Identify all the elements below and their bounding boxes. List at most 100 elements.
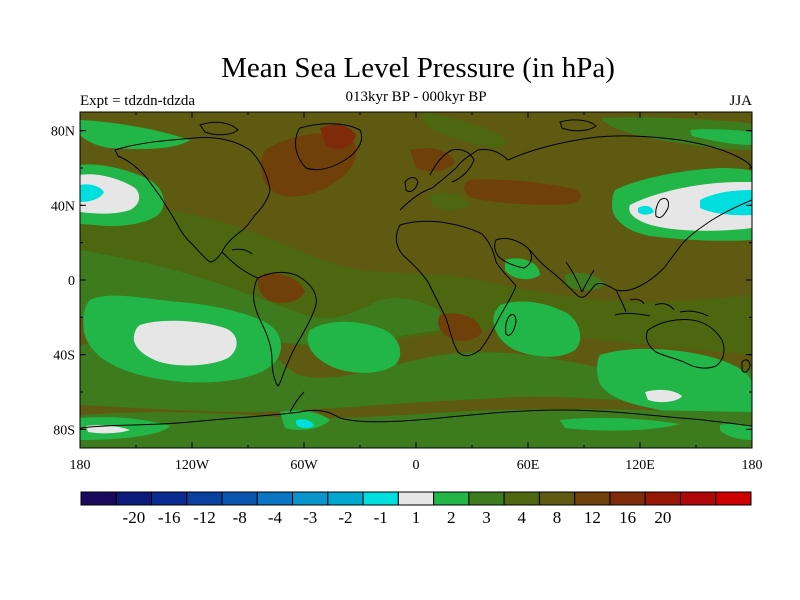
colorbar-swatch (292, 491, 329, 506)
colorbar-label: 16 (619, 508, 636, 527)
field-greenland-brown (260, 133, 357, 197)
coast-greenland (295, 123, 363, 171)
colorbar-swatch (503, 491, 540, 506)
field-japan-cyan (638, 205, 654, 215)
field-arctic-green-e2 (690, 129, 752, 145)
field-scandinavia-brown (410, 148, 455, 172)
field-arctic-green-e (600, 117, 752, 150)
coast-arctic-islands (199, 121, 239, 136)
field-greenland-max (320, 124, 356, 149)
coast-uk (404, 177, 419, 193)
colorbar-swatch (327, 491, 364, 506)
coast-antarctic-peninsula (289, 391, 305, 413)
lat-tick-label: 80N (51, 125, 75, 140)
field-antarctic-green-e (560, 417, 680, 431)
coast-caribbean (231, 248, 253, 255)
lat-tick-label: 40N (51, 199, 75, 214)
colorbar-label: -2 (338, 508, 352, 527)
field-antarctic-white-w (86, 425, 130, 434)
colorbar-label: 2 (447, 508, 456, 527)
colorbar-swatch (715, 491, 752, 506)
lon-tick-label: 120W (175, 458, 210, 473)
field-antarctic-green-far (720, 423, 752, 440)
colorbar-label: -4 (268, 508, 283, 527)
field-atlantic-brown (257, 273, 305, 303)
colorbar-swatch (151, 491, 188, 506)
colorbar-label: 12 (584, 508, 601, 527)
colorbar: -20 -16 -12 -8 -4 -3 -2 -1 1 2 3 4 8 12 16 20 (80, 491, 752, 527)
lat-axis: 80N 40N 0 40S 80S (51, 125, 752, 438)
lon-tick-label: 0 (413, 458, 420, 473)
coast-madagascar (505, 314, 517, 336)
colorbar-swatch (574, 491, 611, 506)
field-satlantic-green (307, 321, 401, 373)
lat-tick-label: 40S (53, 349, 75, 364)
colorbar-swatch (538, 491, 576, 506)
field-eurasia-brown (464, 179, 582, 205)
chart-subtitle: 013kyr BP - 000kyr BP (345, 89, 487, 105)
colorbar-swatch (115, 491, 153, 506)
map-field (80, 112, 752, 448)
coast-europe (399, 149, 509, 211)
coast-australia (645, 319, 725, 369)
chart-title: Mean Sea Level Pressure (in hPa) (221, 52, 615, 84)
coast-africa (395, 220, 517, 357)
colorbar-label: 1 (412, 508, 421, 527)
lat-tick-label: 0 (68, 274, 75, 289)
colorbar-label: 8 (553, 508, 562, 527)
field-antarctic-cyan-c (296, 419, 314, 429)
colorbar-label: 20 (654, 508, 671, 527)
colorbar-label: 3 (482, 508, 491, 527)
coast-siberia-islands (559, 119, 597, 132)
colorbar-label: -20 (123, 508, 146, 527)
field-safrica-brown (438, 313, 482, 341)
colorbar-label: -16 (158, 508, 181, 527)
field-arabia-green (505, 258, 540, 280)
coast-indonesia (614, 298, 709, 317)
lon-axis: 180 120W 60W 0 60E 120E 180 (70, 112, 763, 473)
lon-tick-label: 180 (70, 458, 91, 473)
colorbar-swatch (80, 491, 117, 506)
field-npacific-west-cyan (700, 190, 752, 216)
lon-tick-label: 60E (517, 458, 540, 473)
coast-new-zealand (741, 359, 751, 373)
lon-tick-label: 180 (742, 458, 763, 473)
field-indian-green (493, 301, 581, 357)
field-npacific-east-white (80, 174, 140, 214)
colorbar-label: -1 (374, 508, 388, 527)
experiment-label: Expt = tdzdn-tdzda (80, 93, 196, 109)
field-southaus-white (645, 389, 682, 403)
coast-central-america (221, 251, 259, 279)
field-arctic-olive (420, 112, 506, 148)
colorbar-swatch (468, 491, 505, 506)
field-arctic-green-w (80, 120, 190, 150)
colorbar-swatch (186, 491, 223, 506)
season-label: JJA (729, 93, 752, 109)
field-southaus-green (596, 348, 752, 414)
field-southpacific-white (133, 320, 237, 366)
coast-arabia (494, 237, 532, 269)
colorbar-swatch (433, 491, 470, 506)
colorbar-label: -8 (233, 508, 247, 527)
coastlines (80, 119, 752, 429)
colorbar-label: -3 (303, 508, 317, 527)
coast-antarctica (80, 409, 752, 429)
coast-asia (507, 135, 752, 298)
lon-tick-label: 60W (290, 458, 318, 473)
lat-tick-label: 80S (53, 423, 75, 438)
coast-south-america (253, 271, 317, 387)
coast-japan (655, 197, 669, 219)
coast-north-america (114, 137, 271, 263)
field-europe-olive (430, 193, 470, 211)
colorbar-swatch (221, 491, 258, 506)
colorbar-swatch (644, 491, 681, 506)
colorbar-swatch (679, 491, 717, 506)
coast-scandinavia (429, 149, 475, 183)
colorbar-swatch (256, 491, 294, 506)
colorbar-label: -12 (193, 508, 216, 527)
colorbar-swatch (397, 491, 435, 506)
lon-tick-label: 120E (625, 458, 655, 473)
colorbar-swatch (362, 491, 399, 506)
field-npacific-east-cyan (80, 184, 104, 202)
